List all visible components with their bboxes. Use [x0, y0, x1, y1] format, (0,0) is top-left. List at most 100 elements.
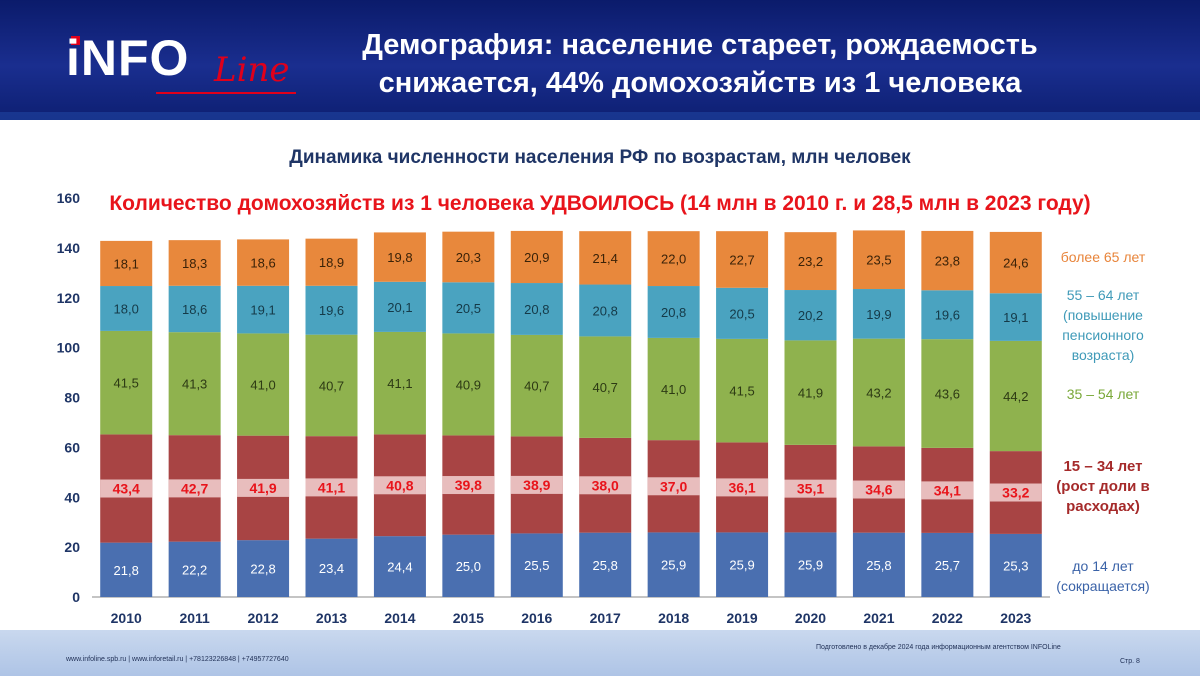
bar-segment-s65: [716, 231, 769, 288]
bar-value-label-s15: 34,6: [865, 482, 892, 498]
bar-value-label-s35: 40,7: [593, 380, 618, 395]
bar-label-bg-s15: [989, 483, 1042, 502]
bar-value-label-s35: 40,7: [319, 378, 344, 393]
logo-underline: [156, 92, 296, 94]
bar-value-label-s35: 43,6: [935, 387, 960, 402]
bar-segment-s35: [921, 339, 974, 448]
x-tick-label: 2012: [247, 610, 278, 626]
x-tick-label: 2017: [590, 610, 621, 626]
bar-segment-s14: [921, 532, 974, 597]
infoline-logo: iNFO Line: [66, 28, 296, 98]
legend-15-34-line1: 15 – 34 лет: [1063, 458, 1143, 475]
bar-segment-s35: [989, 340, 1042, 452]
bar-value-label-s55: 18,6: [182, 302, 207, 317]
bar-label-bg-s15: [237, 478, 290, 497]
bar-value-label-s14: 25,8: [593, 558, 618, 573]
bar-segment-s65: [579, 231, 632, 285]
bar-value-label-s55: 20,8: [661, 305, 686, 320]
footer-page-number: Стр. 8: [1120, 658, 1140, 665]
bar-segment-s14: [305, 538, 358, 597]
bar-value-label-s55: 19,6: [935, 308, 960, 323]
footer-contacts: www.infoline.spb.ru | www.inforetail.ru …: [66, 656, 289, 663]
y-tick-label: 20: [64, 539, 80, 555]
bar-segment-s65: [510, 230, 563, 284]
legend-55-64-line1: 55 – 64 лет: [1066, 287, 1140, 303]
y-tick-label: 140: [57, 240, 81, 256]
chart-annotation: Количество домохозяйств из 1 человека УД…: [109, 192, 1091, 215]
bar-label-bg-s15: [305, 478, 358, 497]
legend-under-14-line1: до 14 лет: [1072, 558, 1134, 574]
bar-value-label-s55: 20,2: [798, 308, 823, 323]
bar-segment-s35: [716, 338, 769, 443]
header-stripe: [0, 112, 1200, 120]
bar-segment-s14: [237, 540, 290, 597]
bar-value-label-s35: 41,5: [114, 376, 139, 391]
bar-value-label-s14: 23,4: [319, 561, 344, 576]
x-tick-label: 2010: [111, 610, 142, 626]
x-tick-label: 2021: [863, 610, 894, 626]
bar-value-label-s15: 41,1: [318, 479, 345, 495]
bar-segment-s55: [373, 281, 426, 332]
bar-value-label-s35: 41,9: [798, 386, 823, 401]
x-tick-label: 2018: [658, 610, 689, 626]
bar-value-label-s14: 25,8: [866, 558, 891, 573]
bar-segment-s14: [716, 532, 769, 597]
bar-value-label-s65: 18,1: [114, 256, 139, 271]
bar-segment-s14: [784, 532, 837, 597]
bar-segment-s55: [510, 283, 563, 335]
bar-segment-s14: [373, 536, 426, 597]
bar-label-bg-s15: [716, 478, 769, 497]
legend-15-34-line3: расходах): [1066, 498, 1140, 515]
bar-value-label-s14: 25,7: [935, 558, 960, 573]
x-tick-label: 2014: [384, 610, 415, 626]
x-tick-label: 2020: [795, 610, 826, 626]
bar-value-label-s65: 18,3: [182, 256, 207, 271]
bar-value-label-s65: 22,7: [729, 252, 754, 267]
y-tick-label: 0: [72, 589, 80, 605]
bar-segment-s65: [442, 231, 495, 283]
bar-value-label-s15: 39,8: [455, 477, 482, 493]
bar-segment-s55: [784, 290, 837, 341]
bar-value-label-s65: 23,8: [935, 254, 960, 269]
bar-value-label-s35: 41,1: [387, 376, 412, 391]
legend-over-65: более 65 лет: [1048, 247, 1158, 267]
bar-value-label-s35: 40,7: [524, 379, 549, 394]
bar-segment-s35: [510, 334, 563, 437]
bar-value-label-s35: 41,3: [182, 377, 207, 392]
legend-35-54: 35 – 54 лет: [1048, 384, 1158, 404]
legend-under-14-line2: (сокращается): [1056, 578, 1150, 594]
bar-segment-s14: [989, 533, 1042, 597]
bar-value-label-s14: 21,8: [114, 563, 139, 578]
bar-label-bg-s15: [784, 479, 837, 498]
bar-segment-s35: [852, 338, 905, 447]
bar-value-label-s55: 18,0: [114, 301, 139, 316]
bar-value-label-s35: 43,2: [866, 386, 891, 401]
bar-value-label-s65: 18,6: [250, 256, 275, 271]
bar-segment-s65: [647, 231, 700, 287]
bar-value-label-s35: 41,0: [661, 382, 686, 397]
bar-value-label-s65: 22,0: [661, 252, 686, 267]
y-tick-label: 120: [57, 290, 81, 306]
bar-value-label-s14: 24,4: [387, 560, 412, 575]
slide-title-line1: Демография: население стареет, рождаемос…: [362, 29, 1038, 61]
chart-title: Динамика численности населения РФ по воз…: [289, 147, 911, 168]
bar-value-label-s55: 20,1: [387, 300, 412, 315]
bar-value-label-s15: 33,2: [1002, 485, 1029, 501]
bar-value-label-s15: 37,0: [660, 478, 687, 494]
bar-segment-s14: [579, 532, 632, 597]
bar-value-label-s55: 20,8: [593, 303, 618, 318]
bar-segment-s65: [989, 231, 1042, 294]
bar-value-label-s55: 19,1: [250, 303, 275, 318]
bar-value-label-s65: 18,9: [319, 255, 344, 270]
bar-value-label-s35: 40,9: [456, 377, 481, 392]
logo-dot: [71, 36, 80, 45]
bar-segment-s35: [373, 331, 426, 435]
bar-segment-s55: [921, 290, 974, 340]
bar-segment-s55: [100, 286, 153, 331]
bar-label-bg-s15: [852, 480, 905, 499]
bar-value-label-s14: 25,9: [798, 558, 823, 573]
bar-segment-s35: [100, 330, 153, 435]
bar-value-label-s55: 19,9: [866, 307, 891, 322]
bar-segment-s65: [237, 239, 290, 286]
y-tick-label: 40: [64, 489, 80, 505]
